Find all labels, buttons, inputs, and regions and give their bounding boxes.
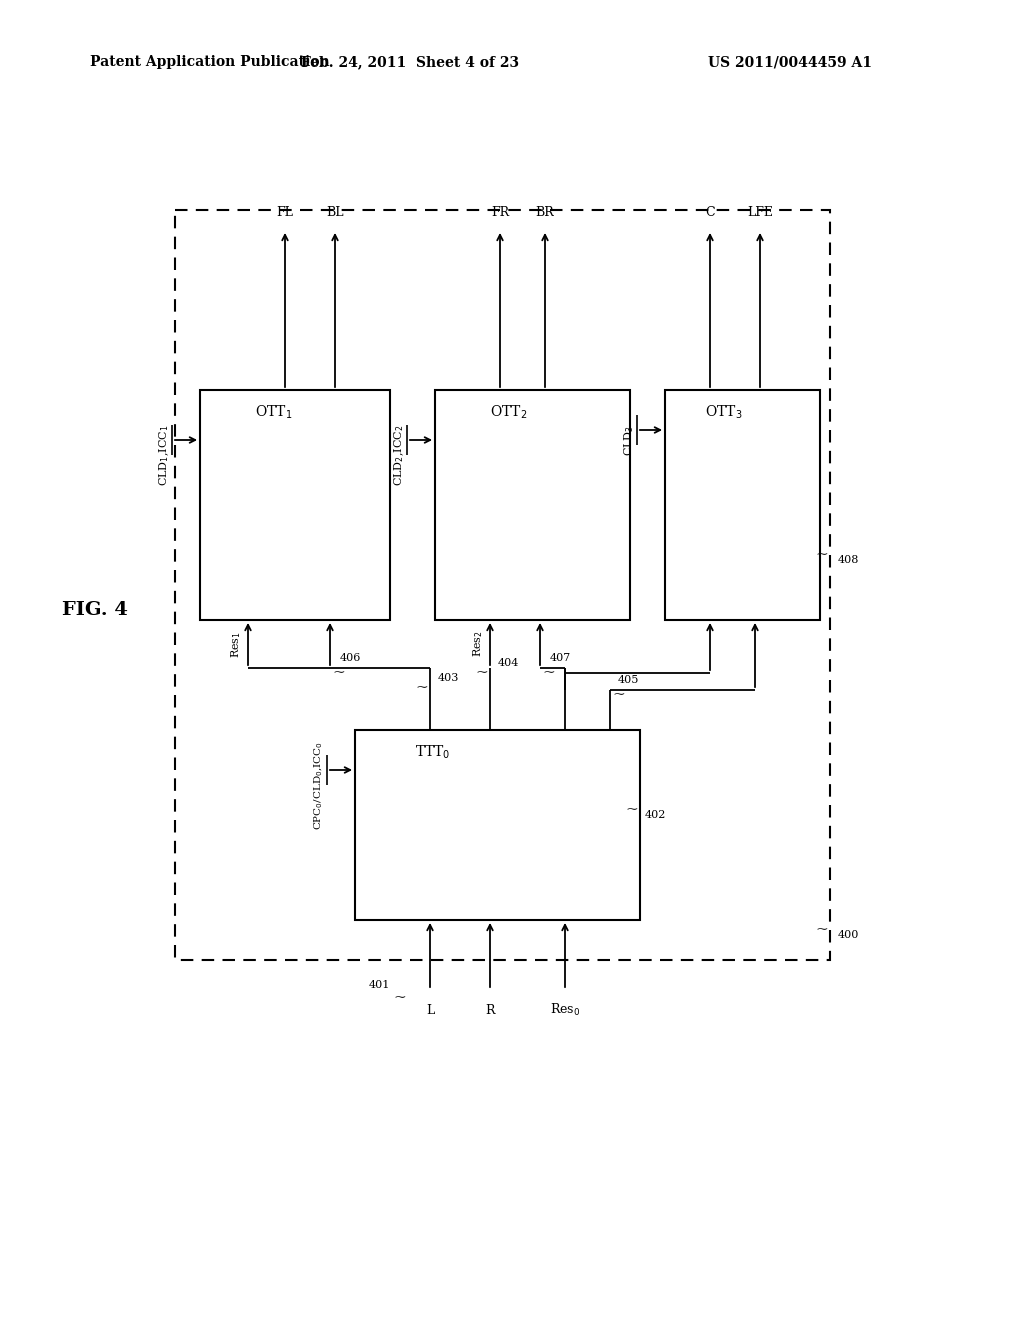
Text: OTT$_3$: OTT$_3$ [705,404,742,421]
Text: ~: ~ [542,667,555,680]
Text: FIG. 4: FIG. 4 [62,601,128,619]
Text: CPC$_0$/CLD$_0$,ICC$_0$: CPC$_0$/CLD$_0$,ICC$_0$ [312,741,326,829]
Text: 401: 401 [369,979,390,990]
Text: US 2011/0044459 A1: US 2011/0044459 A1 [708,55,872,69]
Text: R: R [485,1003,495,1016]
Bar [175,210,830,960]
Text: Res$_0$: Res$_0$ [550,1002,581,1018]
Text: CLD$_1$,ICC$_1$: CLD$_1$,ICC$_1$ [158,424,171,486]
Text: CLD$_2$,ICC$_2$: CLD$_2$,ICC$_2$ [392,424,406,486]
Text: LFE: LFE [746,206,773,219]
Text: CLD$_3$: CLD$_3$ [623,425,636,455]
Text: FL: FL [276,206,294,219]
Text: BR: BR [536,206,554,219]
Text: ~: ~ [416,681,428,696]
Text: TTT$_0$: TTT$_0$ [415,743,451,760]
Text: 408: 408 [838,554,859,565]
Text: FR: FR [490,206,509,219]
Text: ~: ~ [475,667,488,680]
Text: 403: 403 [438,673,460,682]
Text: ~: ~ [626,803,638,817]
Text: L: L [426,1003,434,1016]
Text: Feb. 24, 2011  Sheet 4 of 23: Feb. 24, 2011 Sheet 4 of 23 [301,55,519,69]
Text: C: C [706,206,715,219]
Text: BL: BL [327,206,344,219]
Bar [435,389,630,620]
Text: Patent Application Publication: Patent Application Publication [90,55,330,69]
Text: ~: ~ [815,548,828,562]
Text: ~: ~ [393,991,407,1005]
Text: OTT$_1$: OTT$_1$ [255,404,292,421]
Text: 407: 407 [550,653,571,663]
Bar [665,389,820,620]
Text: Res$_1$: Res$_1$ [229,631,243,657]
Text: OTT$_2$: OTT$_2$ [490,404,527,421]
Text: ~: ~ [612,688,625,702]
Bar [355,730,640,920]
Text: 400: 400 [838,931,859,940]
Text: 402: 402 [645,810,667,820]
Text: 406: 406 [340,653,361,663]
Text: 405: 405 [618,675,639,685]
Bar [200,389,390,620]
Text: ~: ~ [332,667,345,680]
Text: Res$_2$: Res$_2$ [471,631,485,657]
Text: ~: ~ [815,923,828,937]
Text: 404: 404 [498,657,519,668]
